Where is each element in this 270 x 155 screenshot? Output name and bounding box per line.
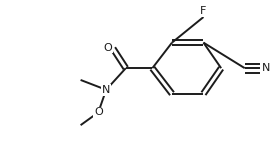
Text: O: O — [103, 42, 112, 53]
Text: N: N — [261, 63, 270, 73]
Text: F: F — [200, 6, 207, 16]
Text: O: O — [94, 107, 103, 117]
Text: N: N — [102, 85, 110, 95]
